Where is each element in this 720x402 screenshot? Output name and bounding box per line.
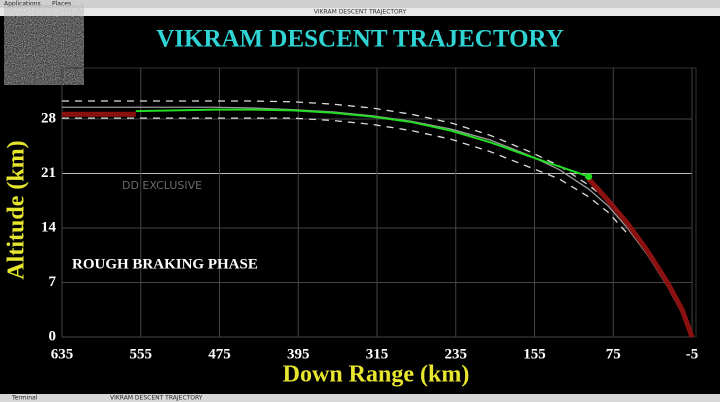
window-titlebar bbox=[0, 8, 720, 16]
trajectory-line bbox=[135, 108, 589, 178]
y-tick-label: 28 bbox=[41, 110, 56, 126]
x-axis-label: Down Range (km) bbox=[283, 362, 470, 388]
y-tick-label: 0 bbox=[49, 328, 57, 344]
menu-item[interactable]: Places bbox=[52, 1, 71, 8]
video-thumbnail bbox=[11, 12, 77, 78]
window-title: VIKRAM DESCENT TRAJECTORY bbox=[314, 9, 407, 16]
y-tick-label: 14 bbox=[41, 219, 57, 235]
watermark: DD EXCLUSIVE bbox=[122, 179, 202, 192]
taskbar-item[interactable]: Terminal bbox=[11, 395, 38, 402]
x-tick-label: 635 bbox=[51, 346, 74, 362]
x-tick-label: 315 bbox=[366, 346, 389, 362]
x-tick-label: 555 bbox=[130, 346, 153, 362]
trajectory-line bbox=[62, 111, 695, 338]
y-tick-label: 21 bbox=[41, 165, 56, 181]
menu-item[interactable]: Applications bbox=[4, 1, 41, 8]
y-axis-label: Altitude (km) bbox=[4, 140, 30, 279]
x-tick-label: 395 bbox=[287, 346, 310, 362]
x-tick-label: 475 bbox=[208, 346, 231, 362]
grid bbox=[61, 67, 697, 338]
x-tick-label: 155 bbox=[523, 346, 546, 362]
taskbar-item[interactable]: VIKRAM DESCENT TRAJECTORY bbox=[110, 395, 203, 402]
x-tick-label: -5 bbox=[686, 346, 699, 362]
x-tick-label: 235 bbox=[445, 346, 468, 362]
chart-title: VIKRAM DESCENT TRAJECTORY bbox=[156, 26, 564, 53]
x-tick-label: 75 bbox=[606, 346, 621, 362]
phase-annotation: ROUGH BRAKING PHASE bbox=[72, 256, 258, 272]
current-position bbox=[585, 173, 593, 181]
y-tick-label: 7 bbox=[49, 274, 57, 290]
taskbar bbox=[0, 394, 720, 402]
top-bar bbox=[0, 0, 720, 8]
